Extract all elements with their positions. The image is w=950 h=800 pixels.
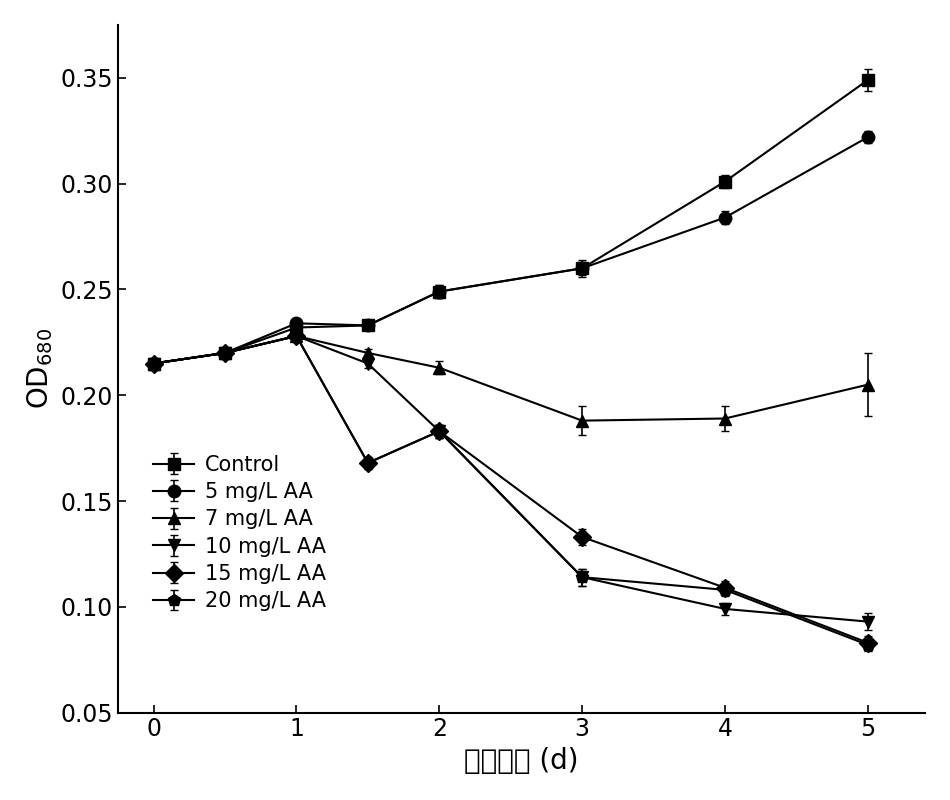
X-axis label: 反应时间 (d): 反应时间 (d) [465, 747, 579, 775]
Y-axis label: OD$_{680}$: OD$_{680}$ [25, 328, 55, 410]
Legend: Control, 5 mg/L AA, 7 mg/L AA, 10 mg/L AA, 15 mg/L AA, 20 mg/L AA: Control, 5 mg/L AA, 7 mg/L AA, 10 mg/L A… [144, 446, 334, 620]
